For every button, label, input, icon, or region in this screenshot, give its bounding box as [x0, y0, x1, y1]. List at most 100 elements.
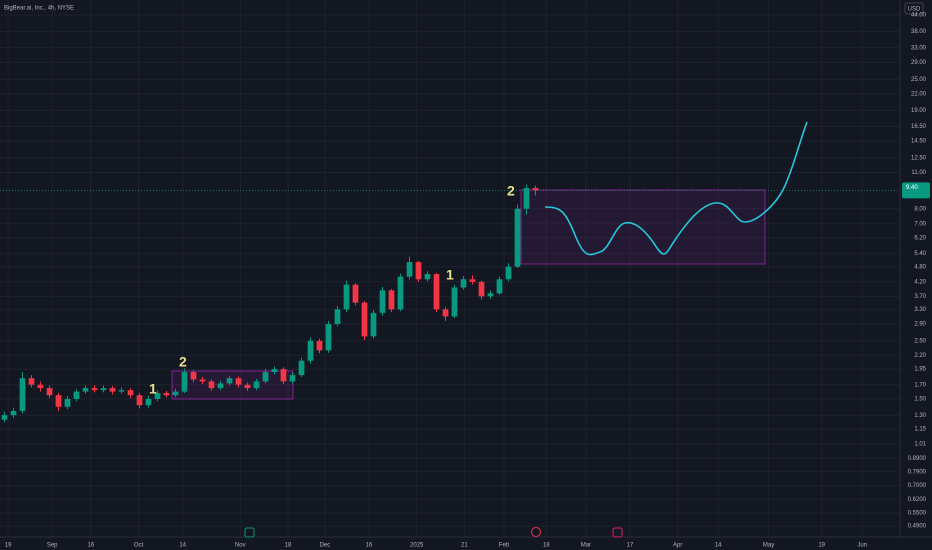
- y-tick-label: 6.20: [914, 235, 926, 241]
- candle-body: [181, 372, 188, 392]
- candle-body: [100, 388, 107, 391]
- y-tick-label: 2.50: [914, 338, 926, 344]
- wave-label: 1: [149, 381, 157, 397]
- candle-body: [343, 284, 350, 310]
- x-tick-label: 16: [366, 543, 373, 549]
- x-tick-label: Apr: [673, 543, 682, 549]
- y-tick-label: 0.7900: [908, 469, 927, 475]
- y-tick-label: 33.00: [911, 45, 927, 51]
- candle-body: [262, 372, 269, 382]
- y-tick-label: 25.00: [911, 77, 927, 83]
- candle-body: [37, 384, 44, 389]
- candle-body: [397, 276, 404, 310]
- last-price-label: 9.40: [906, 185, 918, 191]
- x-tick-label: Feb: [499, 543, 510, 549]
- y-tick-label: 3.70: [914, 294, 926, 300]
- candle-body: [64, 398, 71, 407]
- candle-body: [109, 388, 116, 392]
- candle-body: [307, 340, 314, 361]
- candle-body: [424, 274, 431, 280]
- candle-body: [460, 279, 467, 288]
- y-tick-label: 16.50: [911, 124, 927, 130]
- symbol-title: BigBear.ai, Inc., 4h, NYSE: [4, 6, 74, 12]
- y-tick-label: 0.4900: [908, 524, 927, 530]
- candle-body: [361, 302, 368, 337]
- x-tick-label: 14: [179, 543, 186, 549]
- wave-label: 2: [179, 354, 187, 370]
- x-tick-label: Sep: [47, 543, 58, 549]
- candle-body: [172, 391, 179, 396]
- x-tick-label: 19: [818, 543, 825, 549]
- candle-body: [433, 274, 440, 310]
- y-tick-label: 1.30: [914, 413, 926, 419]
- candle-body: [487, 293, 494, 297]
- x-tick-label: 14: [715, 543, 722, 549]
- y-tick-label: 29.00: [911, 60, 927, 66]
- candle-body: [505, 266, 512, 280]
- grid: [0, 0, 900, 537]
- y-tick-label: 0.8900: [908, 456, 927, 462]
- earnings-icon[interactable]: [244, 527, 255, 538]
- candle-body: [199, 379, 206, 382]
- y-tick-label: 1.01: [914, 441, 926, 447]
- currency-box[interactable]: [904, 2, 924, 15]
- candle-body: [325, 324, 332, 351]
- candle-body: [406, 262, 413, 277]
- x-tick-label: Oct: [134, 543, 144, 549]
- dividend-icon[interactable]: [612, 527, 623, 538]
- candle-body: [523, 187, 530, 209]
- candle-body: [19, 378, 26, 411]
- y-tick-label: 3.30: [914, 307, 926, 313]
- candle-body: [226, 378, 233, 384]
- y-tick-label: 1.15: [914, 427, 926, 433]
- currency[interactable]: USD: [908, 7, 921, 13]
- candle-body: [316, 340, 323, 351]
- range-box: [520, 189, 766, 265]
- candle-body: [154, 393, 161, 399]
- candle-body: [532, 187, 539, 191]
- candle-body: [379, 290, 386, 313]
- y-tick-label: 4.80: [914, 264, 926, 270]
- candle-body: [469, 279, 476, 282]
- candle-body: [118, 390, 125, 392]
- candle-body: [10, 410, 17, 416]
- price-axis: [900, 0, 932, 550]
- y-tick-label: 14.50: [911, 139, 927, 145]
- y-tick-label: 44.00: [911, 13, 927, 19]
- candle-body: [244, 384, 251, 389]
- candle-body: [82, 388, 89, 392]
- candle-body: [334, 309, 341, 325]
- candle-body: [55, 395, 62, 407]
- y-tick-label: 2.20: [914, 353, 926, 359]
- candle-body: [478, 281, 485, 297]
- y-tick-label: 1.50: [914, 397, 926, 403]
- event-icon[interactable]: [531, 527, 541, 537]
- candle-body: [289, 375, 296, 382]
- y-tick-label: 1.95: [914, 367, 926, 373]
- x-tick-label: Mar: [581, 543, 591, 549]
- x-tick-label: 19: [5, 543, 12, 549]
- x-tick-label: 18: [543, 543, 550, 549]
- candle-body: [217, 383, 224, 389]
- y-tick-label: 19.00: [911, 108, 927, 114]
- wave-label: 1: [446, 267, 454, 283]
- candle-body: [280, 369, 287, 382]
- candle-body: [442, 309, 449, 317]
- candle-body: [91, 388, 98, 391]
- candle-body: [28, 378, 35, 385]
- candle-body: [1, 415, 8, 420]
- y-tick-label: 12.50: [911, 156, 927, 162]
- last-price-tag: [902, 182, 930, 199]
- candle-body: [235, 378, 242, 385]
- candles: [1, 184, 539, 423]
- y-tick-label: 1.70: [914, 382, 926, 388]
- x-tick-label: Dec: [320, 543, 331, 549]
- candle-body: [271, 369, 278, 373]
- candle-body: [73, 391, 80, 399]
- x-tick-label: Jun: [857, 543, 867, 549]
- candle-body: [163, 393, 170, 396]
- x-tick-label: 21: [461, 543, 468, 549]
- candle-body: [46, 388, 53, 396]
- projection-path: [544, 121, 808, 256]
